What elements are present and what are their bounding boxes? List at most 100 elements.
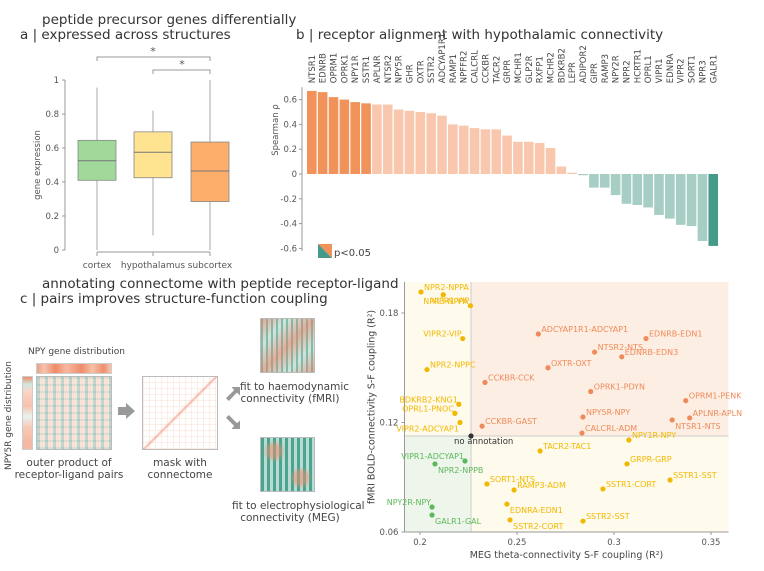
bar-NPR3 [697, 174, 708, 241]
x-tick-label: 0.25 [508, 538, 527, 548]
point-CALCRL-ADM [579, 430, 585, 436]
legend-swatch-teal [318, 244, 332, 258]
bar-label: APLNR [373, 55, 383, 83]
significance-bracket [152, 69, 211, 74]
significance-star: * [150, 45, 156, 58]
y-tick-label: -0.2 [280, 195, 297, 205]
bar-label: ADCYAP1R1 [438, 33, 448, 83]
point-label: NTSR1-NTS [675, 422, 720, 431]
npy-gene-bar [36, 363, 112, 374]
bar-NPY1R [350, 102, 360, 174]
region-fmri-only [404, 281, 472, 437]
region-neither [404, 436, 472, 532]
x-tick-label: 0.3 [607, 538, 621, 548]
bar-SORT1 [686, 174, 697, 227]
bar-TACR2 [491, 129, 502, 174]
bar-MCHR2 [545, 147, 556, 174]
bar-label: OPRL1 [644, 55, 654, 83]
point-label: BDKRB2-KNG1 [399, 395, 457, 404]
point-label: SSTR2-CORT [513, 522, 563, 531]
point-label: SSTR1-CORT [606, 480, 656, 489]
point-label: NPR2-NPPC [430, 361, 476, 370]
bar-MCHR1 [513, 141, 523, 174]
point-label: NPR3-NPPA [423, 297, 468, 306]
bar-GALR1 [708, 174, 719, 246]
bar-OXTR [415, 112, 426, 174]
y-tick-label: 0.6 [45, 144, 59, 154]
panel-c-title-line2: c | pairs improves structure-function co… [20, 291, 328, 307]
point-label: NPY2R-NPY [387, 498, 431, 507]
bar-NPR2 [621, 174, 632, 204]
y-tick-label: 0.2 [45, 212, 59, 222]
point-label: VIPR1-ADCYAP1 [401, 452, 464, 461]
point-label: ADCYAP1R1-ADCYAP1 [541, 325, 628, 334]
outer-product-matrix [36, 376, 112, 450]
point-label: OPRM1-PENK [689, 392, 742, 401]
bar-label: NTSR1 [308, 55, 318, 83]
bar-SSTR1 [361, 103, 371, 174]
point-label: SSTR2-SST [586, 512, 630, 521]
masked-connectome-matrix [142, 376, 218, 450]
bar-VIPR1 [654, 174, 664, 215]
npy5r-distribution-label: NPY5R gene distribution [4, 361, 14, 470]
y-tick-label: 0 [292, 170, 297, 180]
point-ADCYAP1R1-ADCYAP1 [535, 331, 541, 337]
bar-label: NTSR2 [384, 55, 394, 83]
bar-GIPR [589, 174, 599, 188]
legend-p005: p<0.05 [318, 244, 371, 259]
point-NPR2-NPPC [424, 366, 430, 373]
region-both [471, 281, 729, 437]
significance-star: * [179, 58, 185, 71]
point-no-annotation [468, 433, 474, 439]
point-NPR2-NPPB [432, 461, 438, 467]
bar-label: SORT1 [688, 55, 698, 83]
arrow-up-right-icon [226, 387, 240, 401]
bar-NPY5R [393, 109, 404, 174]
point-OPRL1-PNOC [452, 410, 458, 416]
bar-NTSR1 [307, 90, 317, 174]
box-hypothalamus [133, 131, 173, 179]
point-label: NPY1R-NPY [632, 431, 676, 440]
caption-line: mask with [153, 457, 207, 469]
caption-line: outer product of [26, 457, 112, 469]
npy5r-gene-bar [22, 376, 33, 450]
point-SSTR2-CORT [507, 517, 513, 523]
point-VIPR2-ADCYAP1 [457, 419, 463, 426]
bar-label: OXTR [416, 60, 426, 83]
npy-distribution-label: NPY gene distribution [28, 347, 125, 357]
y-tick-label: 0.2 [283, 145, 297, 155]
point-label: RAMP3-ADM [517, 481, 566, 490]
bar-CCKBR [480, 129, 491, 174]
category-label: cortex [83, 261, 112, 270]
bar-RXFP1 [534, 143, 545, 174]
bar-label: MCHR2 [547, 52, 557, 83]
arrow-down-right-icon [226, 415, 240, 429]
bar-label: VIPR1 [655, 58, 665, 83]
caption-line: fit to electrophysiological [232, 500, 365, 512]
bar-OPRM1 [328, 97, 339, 174]
caption-line: fit to haemodynamic [240, 381, 350, 393]
caption-line: connectivity (fMRI) [240, 393, 340, 405]
arrow-right-head [126, 403, 135, 419]
point-label: GRPR-GRP [630, 455, 672, 464]
y-tick-label: 0.4 [45, 178, 59, 188]
x-axis-label: MEG theta-connectivity S-F coupling (R²) [470, 550, 663, 561]
bar-label: MCHR1 [514, 52, 524, 83]
bar-label: NPR2 [622, 60, 632, 83]
bar-RAMP3 [599, 174, 610, 188]
point-OXTR-OXT [545, 365, 551, 371]
bar-label: GLP2R [525, 55, 535, 83]
bar-label: EDNRA [666, 53, 676, 83]
point-NTSR1-NTS [669, 417, 675, 423]
bar-GLP2R [524, 141, 534, 174]
bar-label: VIPR2 [677, 58, 687, 83]
bar-label: EDNRB [319, 53, 329, 83]
meg-matrix [260, 437, 315, 492]
y-tick-label: 0.8 [45, 110, 59, 120]
point-label: CCKBR-CCK [488, 373, 535, 382]
arrow-right-icon [118, 407, 126, 415]
x-tick-label: 0.35 [702, 538, 721, 548]
bar-LEPR [567, 172, 577, 174]
bar-label: CCKBR [481, 54, 491, 83]
bar-VIPR2 [675, 174, 686, 225]
